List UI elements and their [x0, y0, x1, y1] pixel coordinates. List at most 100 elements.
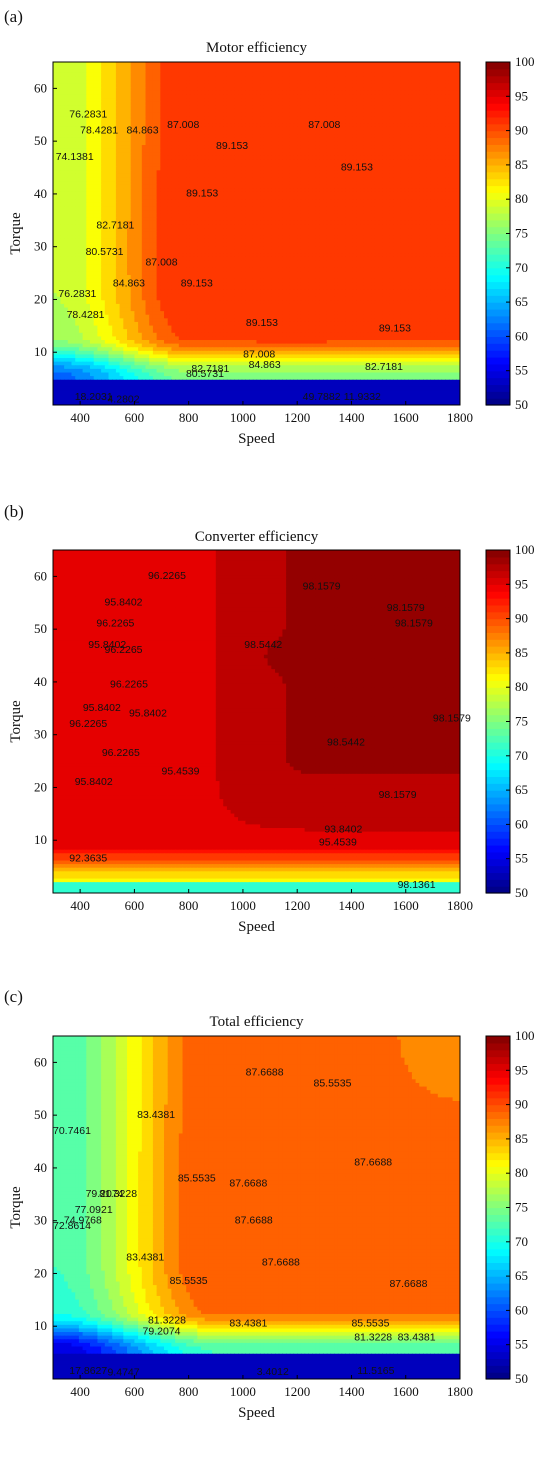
contour-cell: [164, 137, 169, 143]
contour-cell: [282, 213, 287, 218]
contour-cell: [90, 83, 95, 88]
contour-cell: [112, 195, 117, 200]
contour-cell: [145, 181, 150, 186]
contour-cell: [201, 72, 206, 78]
contour-cell: [234, 217, 239, 222]
contour-cell: [408, 181, 413, 186]
contour-cell: [356, 163, 361, 168]
contour-cell: [374, 83, 380, 88]
contour-cell: [386, 123, 391, 128]
contour-cell: [426, 94, 431, 99]
contour-cell: [286, 65, 291, 70]
contour-cell: [64, 119, 69, 124]
contour-cell: [249, 130, 254, 135]
contour-cell: [90, 94, 95, 99]
contour-cell: [186, 90, 191, 96]
contour-cell: [212, 145, 217, 150]
contour-cell: [201, 137, 206, 143]
contour-cell: [275, 76, 280, 81]
contour-cell: [167, 141, 172, 146]
contour-cell: [112, 188, 117, 193]
contour-cell: [182, 98, 187, 103]
contour-cell: [208, 220, 213, 226]
contour-cell: [241, 220, 246, 226]
contour-cell: [441, 152, 446, 157]
contour-cell: [90, 98, 95, 103]
contour-cell: [104, 213, 110, 218]
contour-cell: [160, 195, 165, 200]
contour-cell: [130, 181, 135, 186]
contour-cell: [134, 191, 139, 197]
contour-cell: [56, 202, 61, 208]
contour-cell: [197, 191, 202, 197]
contour-cell: [104, 119, 110, 124]
contour-cell: [249, 105, 254, 110]
contour-cell: [186, 188, 191, 193]
contour-cell: [289, 87, 295, 92]
contour-cell: [271, 83, 276, 88]
contour-cell: [334, 181, 339, 186]
contour-cell: [145, 72, 150, 78]
contour-cell: [238, 98, 243, 103]
contour-cell: [378, 112, 383, 117]
contour-cell: [286, 181, 291, 186]
contour-cell: [123, 148, 128, 153]
contour-cell: [156, 166, 161, 171]
contour-cell: [164, 98, 169, 103]
contour-cell: [226, 90, 232, 96]
contour-cell: [267, 123, 272, 128]
contour-cell: [56, 224, 61, 229]
contour-cell: [297, 177, 302, 182]
contour-cell: [356, 76, 361, 81]
contour-cell: [230, 191, 235, 197]
contour-cell: [134, 184, 139, 189]
contour-cell: [289, 123, 295, 128]
contour-cell: [178, 76, 184, 81]
contour-cell: [319, 170, 324, 175]
contour-cell: [82, 105, 87, 110]
contour-cell: [430, 72, 435, 78]
contour-cell: [334, 213, 339, 218]
contour-cell: [393, 145, 398, 150]
contour-cell: [374, 220, 380, 226]
contour-cell: [411, 101, 417, 106]
contour-cell: [389, 123, 394, 128]
contour-cell: [108, 137, 113, 143]
contour-cell: [82, 191, 87, 197]
contour-cell: [289, 220, 295, 226]
contour-cell: [245, 126, 250, 132]
contour-cell: [245, 87, 250, 92]
contour-cell: [330, 112, 335, 117]
contour-cell: [323, 116, 328, 121]
contour-cell: [367, 105, 372, 110]
contour-cell: [456, 69, 460, 74]
contour-cell: [382, 62, 387, 67]
contour-cell: [160, 213, 165, 218]
contour-cell: [386, 134, 391, 139]
contour-cell: [156, 217, 161, 222]
contour-cell: [75, 126, 80, 132]
contour-cell: [411, 126, 417, 132]
contour-cell: [411, 155, 417, 161]
contour-cell: [86, 134, 91, 139]
contour-cell: [297, 220, 302, 226]
contour-cell: [315, 191, 320, 197]
contour-cell: [415, 80, 420, 85]
contour-cell: [304, 202, 309, 208]
contour-cell: [78, 217, 84, 222]
contour-cell: [393, 220, 398, 226]
contour-cell: [345, 126, 350, 132]
contour-cell: [389, 199, 394, 204]
contour-cell: [60, 116, 65, 121]
contour-cell: [93, 210, 98, 215]
contour-cell: [419, 65, 424, 70]
contour-cell: [75, 155, 80, 161]
contour-cell: [312, 116, 317, 121]
contour-cell: [90, 202, 95, 208]
contour-cell: [415, 199, 420, 204]
contour-cell: [397, 62, 402, 67]
contour-cell: [397, 123, 402, 128]
contour-cell: [278, 184, 283, 189]
contour-cell: [271, 145, 276, 150]
contour-cell: [149, 163, 154, 168]
